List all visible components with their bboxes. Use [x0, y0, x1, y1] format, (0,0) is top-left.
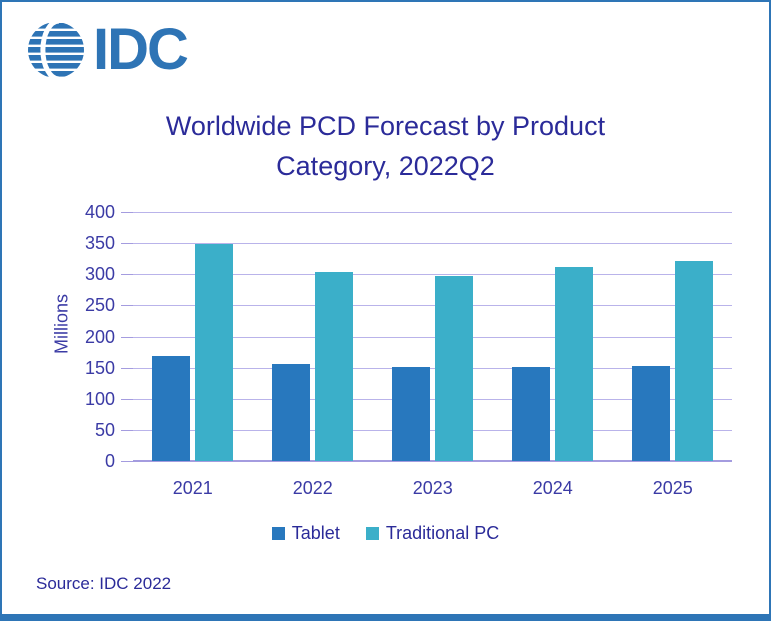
gridline-250 [133, 305, 732, 307]
xtick-label-2021: 2021 [172, 478, 213, 498]
xtick-label-2025: 2025 [652, 478, 693, 498]
ytick-label-100: 100 [84, 388, 115, 409]
bar-traditional-pc-2021 [195, 243, 234, 461]
ytick-label-150: 150 [84, 357, 115, 378]
legend-item-traditional-pc: Traditional PC [365, 523, 500, 544]
xtick-label-2024: 2024 [532, 478, 573, 498]
idc-globe-icon [28, 22, 84, 78]
ytick-mark-400 [121, 212, 133, 213]
chart-title-line2: Category, 2022Q2 [276, 151, 495, 181]
gridline-400 [133, 212, 732, 213]
ytick-mark-0 [121, 461, 133, 462]
bar-group-2021 [152, 243, 234, 461]
idc-logo-text: IDC [93, 17, 189, 82]
ytick-label-300: 300 [84, 264, 115, 285]
gridline-100 [133, 398, 732, 400]
ytick-mark-200 [121, 336, 133, 338]
source-note: Source: IDC 2022 [36, 574, 172, 593]
bar-traditional-pc-2024 [555, 266, 594, 461]
bar-traditional-pc-2025 [675, 261, 714, 461]
ytick-label-250: 250 [84, 295, 115, 316]
legend-swatch-icon [271, 527, 285, 540]
gridline-50 [133, 429, 732, 431]
gridline-200 [133, 336, 732, 338]
plot-area [121, 212, 732, 462]
chart-title-line1: Worldwide PCD Forecast by Product [165, 111, 606, 141]
bar-tablet-2023 [392, 367, 431, 461]
ytick-mark-100 [121, 398, 133, 400]
gridline-0 [133, 460, 732, 462]
legend-swatch-icon [365, 527, 379, 540]
bar-traditional-pc-2022 [315, 271, 354, 461]
bar-group-2025 [632, 261, 714, 461]
chart-title: Worldwide PCD Forecast by Product Catego… [2, 106, 769, 186]
ytick-mark-150 [121, 367, 133, 369]
ytick-label-200: 200 [84, 326, 115, 347]
ytick-label-400: 400 [84, 202, 115, 222]
bar-group-2024 [512, 266, 594, 461]
legend-label: Tablet [291, 523, 340, 543]
legend-item-tablet: Tablet [271, 523, 340, 544]
ytick-mark-300 [121, 274, 133, 276]
ytick-label-0: 0 [104, 451, 115, 471]
ytick-mark-350 [121, 243, 133, 245]
gridline-300 [133, 274, 732, 276]
bar-tablet-2022 [272, 363, 311, 461]
xtick-label-2022: 2022 [292, 478, 333, 498]
gridline-350 [133, 243, 732, 245]
bar-traditional-pc-2023 [435, 276, 474, 461]
bar-group-2022 [272, 271, 354, 461]
gridline-150 [133, 367, 732, 369]
bar-group-2023 [392, 276, 474, 461]
ytick-mark-50 [121, 429, 133, 431]
idc-logo: IDC [26, 17, 189, 82]
bar-tablet-2024 [512, 367, 551, 461]
ytick-label-350: 350 [84, 233, 115, 254]
bar-tablet-2025 [632, 366, 671, 461]
xtick-label-2023: 2023 [412, 478, 453, 498]
bar-tablet-2021 [152, 356, 191, 461]
legend-label: Traditional PC [385, 523, 500, 543]
chart-legend: Tablet Traditional PC [2, 523, 769, 544]
ytick-mark-250 [121, 305, 133, 307]
footer-accent-bar [2, 614, 769, 619]
ytick-label-50: 50 [94, 419, 115, 440]
